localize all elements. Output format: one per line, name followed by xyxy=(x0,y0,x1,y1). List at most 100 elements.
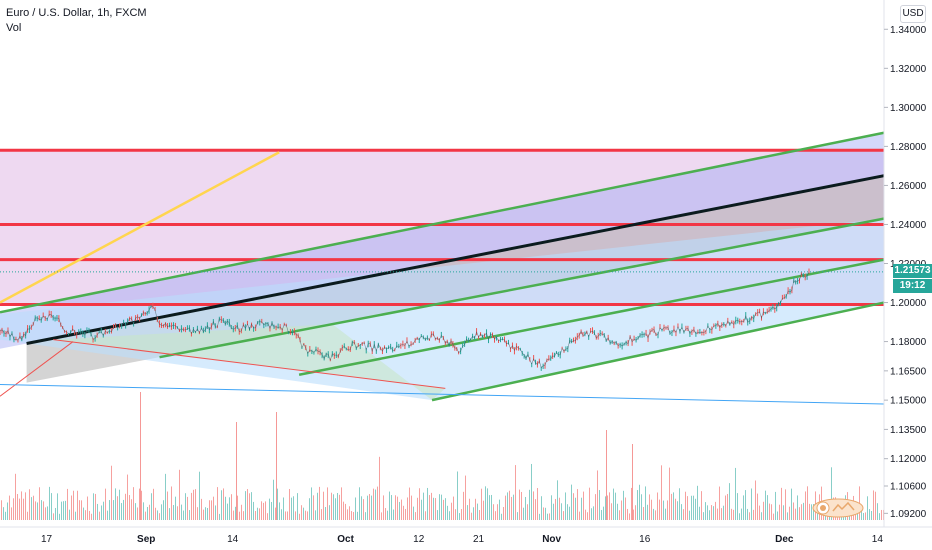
volume-bar xyxy=(743,495,744,520)
volume-bar xyxy=(129,495,130,520)
volume-bar xyxy=(77,490,78,520)
volume-bar xyxy=(799,507,800,520)
volume-bar xyxy=(627,508,628,520)
currency-button[interactable]: USD xyxy=(900,5,926,23)
y-tick-label: 1.24000 xyxy=(890,220,927,231)
volume-bar xyxy=(879,513,880,520)
y-tick-label: 1.34000 xyxy=(890,25,927,36)
volume-bar xyxy=(869,509,870,520)
volume-bar xyxy=(609,492,610,520)
volume-bar xyxy=(19,498,20,520)
black-trend-trendline xyxy=(26,174,885,345)
volume-bar xyxy=(707,505,708,520)
y-tick-label: 1.28000 xyxy=(890,142,927,153)
volume-bar xyxy=(69,509,70,520)
volume-bar xyxy=(511,496,512,520)
volume-bar xyxy=(647,504,648,520)
volume-bar xyxy=(535,499,536,520)
volume-bar xyxy=(123,499,124,520)
volume-bar xyxy=(433,497,434,520)
volume-bar xyxy=(9,495,10,520)
volume-bar xyxy=(617,503,618,520)
volume-bar xyxy=(353,512,354,520)
volume-bar xyxy=(607,495,608,520)
volume-bar xyxy=(749,512,750,520)
volume-bar xyxy=(655,510,656,520)
last-price-tag: 1.21573 xyxy=(893,264,932,278)
volume-bar xyxy=(453,496,454,520)
volume-bar xyxy=(423,492,424,520)
channel-fill-green xyxy=(53,324,446,401)
volume-bar xyxy=(125,493,126,520)
volume-bar xyxy=(723,505,724,520)
green-upper-trendline xyxy=(0,131,885,314)
volume-bar xyxy=(227,503,228,520)
volume-bar xyxy=(95,493,96,520)
volume-bar xyxy=(867,496,868,520)
volume-bar xyxy=(787,512,788,520)
volume-bar xyxy=(291,497,292,520)
volume-bar xyxy=(537,488,538,520)
chart-title: Euro / U.S. Dollar, 1h, FXCM xyxy=(6,7,147,19)
volume-bar xyxy=(141,490,142,520)
volume-bar xyxy=(149,504,150,520)
volume-bar xyxy=(341,487,342,520)
volume-bar xyxy=(807,486,808,520)
volume-bar xyxy=(623,490,624,520)
volume-bar xyxy=(499,499,500,520)
volume-bar xyxy=(243,511,244,520)
volume-bar xyxy=(789,506,790,520)
volume-bar xyxy=(477,503,478,520)
volume-bar xyxy=(639,484,640,520)
volume-bar xyxy=(165,473,166,520)
volume-bar xyxy=(565,492,566,520)
y-tick-label: 1.15000 xyxy=(890,396,927,407)
volume-bar xyxy=(701,491,702,520)
volume-bar xyxy=(575,497,576,520)
volume-bar xyxy=(421,499,422,520)
volume-bar xyxy=(257,507,258,520)
volume-bar xyxy=(349,506,350,520)
volume-bar xyxy=(65,500,66,520)
volume-bar xyxy=(697,485,698,520)
volume-bar xyxy=(281,509,282,520)
volume-bar xyxy=(236,422,237,520)
volume-bar xyxy=(355,497,356,520)
volume-bar xyxy=(289,488,290,520)
volume-bar xyxy=(11,507,12,520)
volume-bar xyxy=(229,497,230,520)
x-tick-label: 16 xyxy=(639,534,651,545)
volume-bar xyxy=(547,513,548,520)
volume-bar xyxy=(223,488,224,520)
volume-bar xyxy=(55,507,56,520)
volume-bar xyxy=(443,499,444,520)
x-tick-label: Oct xyxy=(337,534,354,545)
zones-layer xyxy=(0,132,884,401)
tradingview-logo-icon[interactable] xyxy=(812,498,864,518)
volume-bar xyxy=(459,513,460,520)
volume-bar xyxy=(689,510,690,520)
volume-bar xyxy=(209,500,210,520)
volume-bar xyxy=(317,492,318,520)
volume-bar xyxy=(335,498,336,520)
volume-bar xyxy=(373,488,374,520)
volume-bar xyxy=(201,498,202,520)
chart-legend: Euro / U.S. Dollar, 1h, FXCM Vol xyxy=(6,6,147,36)
volume-bar xyxy=(425,511,426,520)
volume-bar xyxy=(739,513,740,520)
volume-bar xyxy=(693,495,694,520)
volume-bar xyxy=(225,496,226,520)
volume-bar xyxy=(207,507,208,520)
volume-bar xyxy=(771,504,772,520)
volume-bar xyxy=(651,499,652,520)
volume-bar xyxy=(449,511,450,520)
volume-bar xyxy=(487,488,488,520)
volume-bar xyxy=(583,491,584,520)
x-tick-label: 21 xyxy=(473,534,485,545)
volume-bar xyxy=(151,493,152,520)
volume-bar xyxy=(33,495,34,520)
volume-bar xyxy=(447,505,448,520)
volume-bar xyxy=(265,501,266,520)
